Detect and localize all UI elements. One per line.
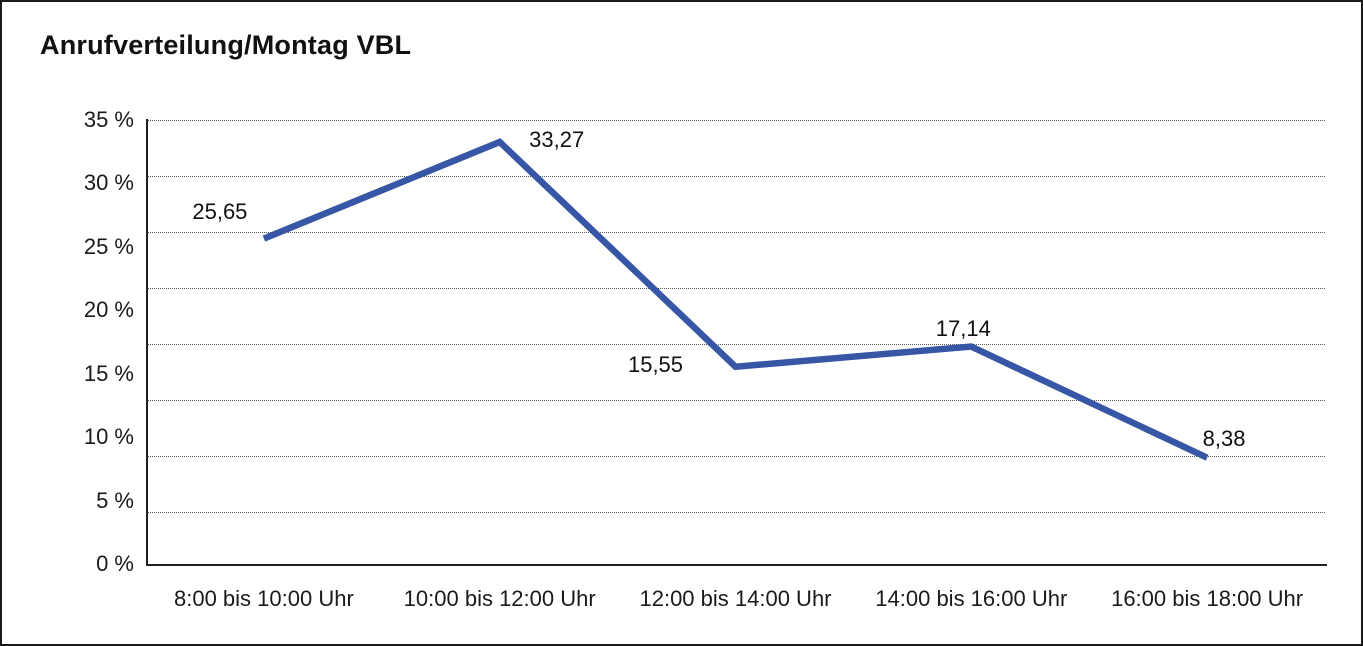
chart-line (262, 138, 1209, 461)
y-axis-line (146, 119, 148, 566)
data-point-label: 15,55 (627, 351, 684, 377)
y-tick-label: 10 % (83, 424, 134, 450)
x-category-label: 10:00 bis 12:00 Uhr (403, 586, 596, 611)
gridline (146, 176, 1325, 177)
data-point-label: 33,27 (529, 126, 585, 152)
y-tick-label: 35 % (83, 107, 134, 132)
x-axis-line (146, 564, 1327, 566)
x-category-label: 12:00 bis 14:00 Uhr (639, 586, 832, 611)
x-category-label: 8:00 bis 10:00 Uhr (174, 586, 354, 611)
data-point-label: 25,65 (192, 198, 248, 224)
x-category-label: 14:00 bis 16:00 Uhr (875, 586, 1068, 611)
y-tick-label: 0 % (96, 551, 134, 576)
gridline (146, 400, 1325, 401)
y-tick-label: 5 % (96, 487, 134, 513)
y-tick-label: 20 % (83, 297, 134, 323)
y-tick-label: 15 % (83, 360, 134, 386)
gridline (146, 288, 1325, 289)
gridline (146, 120, 1325, 121)
chart-title: Anrufverteilung/Montag VBL (40, 30, 412, 60)
data-point-label: 17,14 (935, 315, 991, 341)
gridline (146, 344, 1325, 345)
gridline (146, 512, 1325, 513)
y-tick-label: 30 % (83, 170, 134, 196)
data-point-label: 8,38 (1202, 425, 1246, 451)
gridline (146, 456, 1325, 457)
gridline (146, 232, 1325, 233)
y-tick-label: 25 % (83, 233, 134, 259)
x-category-label: 16:00 bis 18:00 Uhr (1111, 586, 1304, 611)
